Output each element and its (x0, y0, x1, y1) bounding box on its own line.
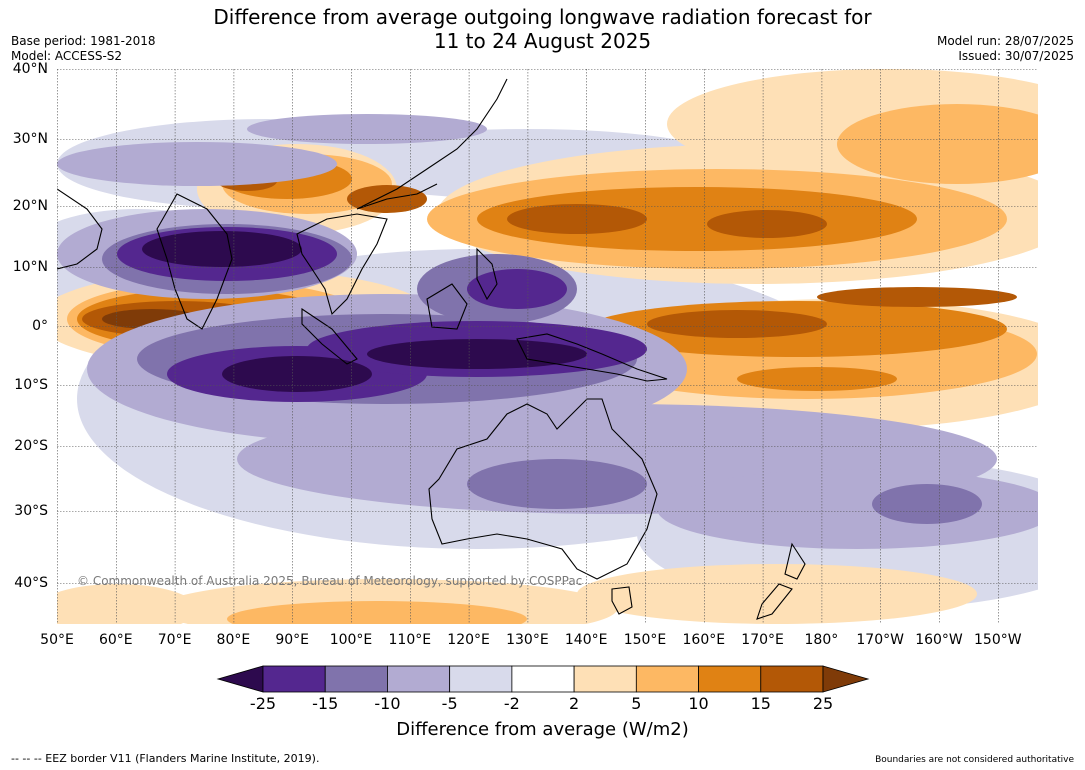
longitude-label: 90°E (275, 632, 310, 648)
colorbar-tick-label: -5 (441, 694, 458, 713)
latitude-label: 20°N (12, 198, 48, 214)
colorbar-tick-label: -2 (503, 694, 520, 713)
longitude-label: 110°E (388, 632, 432, 648)
longitude-label: 170°W (856, 632, 904, 648)
longitude-label: 70°E (157, 632, 192, 648)
colorbar-tick-label: 10 (688, 694, 709, 713)
longitude-label: 80°E (216, 632, 251, 648)
philippines-coastline (476, 247, 498, 301)
latitude-label: 30°S (14, 503, 48, 519)
longitude-label: 150°E (623, 632, 667, 648)
longitude-label: 160°W (915, 632, 963, 648)
map-title-line2: 11 to 24 August 2025 (433, 29, 652, 53)
borneo-coastline (426, 283, 468, 330)
colorbar-cell (511, 665, 575, 693)
colorbar-cell (760, 665, 824, 693)
colorbar-tick-label: -10 (374, 694, 401, 713)
colorbar-cells (216, 665, 870, 693)
gridlines (57, 69, 1038, 624)
colorbar-tick-label: 5 (631, 694, 642, 713)
boundaries-disclaimer: Boundaries are not considered authoritat… (875, 755, 1074, 765)
longitude-label: 130°E (506, 632, 549, 648)
longitude-label: 180° (804, 632, 839, 648)
colorbar-label: Difference from average (W/m2) (396, 719, 689, 740)
latitude-label: 30°N (12, 131, 48, 147)
colorbar-extend-low (216, 665, 264, 693)
colorbar-cell (262, 665, 326, 693)
longitude-label: 160°E (682, 632, 726, 648)
latitude-label: 20°S (14, 438, 48, 454)
colorbar-tick-label: 2 (569, 694, 580, 713)
tasmania-coastline (611, 586, 633, 615)
latitude-label: 10°S (14, 377, 48, 393)
arabia-coastline (57, 188, 103, 270)
china-coast (356, 78, 508, 210)
longitude-label: 50°E (40, 632, 74, 648)
coastlines (57, 78, 806, 620)
colorbar-tick-label: -15 (312, 694, 339, 713)
colorbar-tick-label: -25 (249, 694, 277, 713)
issued-date: Issued: 30/07/2025 (958, 49, 1074, 63)
model-name: Model: ACCESS-S2 (11, 49, 123, 63)
colorbar-tick-label: 15 (750, 694, 771, 713)
longitude-label: 170°E (741, 632, 784, 648)
base-period: Base period: 1981-2018 (11, 34, 156, 48)
map-title-line1: Difference from average outgoing longwav… (213, 5, 872, 29)
colorbar-extend-high (822, 665, 870, 693)
sumatra-coastline (301, 307, 358, 365)
new-guinea-coastline (516, 333, 668, 382)
colorbar-cell (635, 665, 699, 693)
colorbar-cell (573, 665, 637, 693)
longitude-label: 140°E (564, 632, 608, 648)
map-area (57, 69, 1038, 624)
anomaly-fill-extreme-negative (142, 231, 587, 392)
longitude-label: 150°W (974, 632, 1022, 648)
copyright-notice: © Commonwealth of Australia 2025, Bureau… (77, 574, 583, 588)
model-run: Model run: 28/07/2025 (936, 34, 1074, 48)
colorbar-tick-label: 25 (812, 694, 834, 713)
eez-border-note: -- -- -- EEZ border V11 (Flanders Marine… (11, 752, 320, 765)
colorbar-cell (449, 665, 513, 693)
longitude-label: 100°E (329, 632, 373, 648)
latitude-label: 0° (32, 318, 48, 334)
colorbar-cell (324, 665, 388, 693)
colorbar-cell (698, 665, 762, 693)
colorbar-cell (387, 665, 451, 693)
latitude-label: 40°S (14, 575, 48, 591)
olr-anomaly-map (57, 69, 1038, 624)
latitude-label: 10°N (12, 259, 48, 275)
latitude-label: 40°N (12, 61, 48, 77)
india-coastline (156, 193, 233, 330)
longitude-label: 60°E (98, 632, 133, 648)
longitude-label: 120°E (447, 632, 490, 648)
indochina-coastline (296, 213, 388, 316)
new-zealand-coastline (756, 542, 806, 620)
